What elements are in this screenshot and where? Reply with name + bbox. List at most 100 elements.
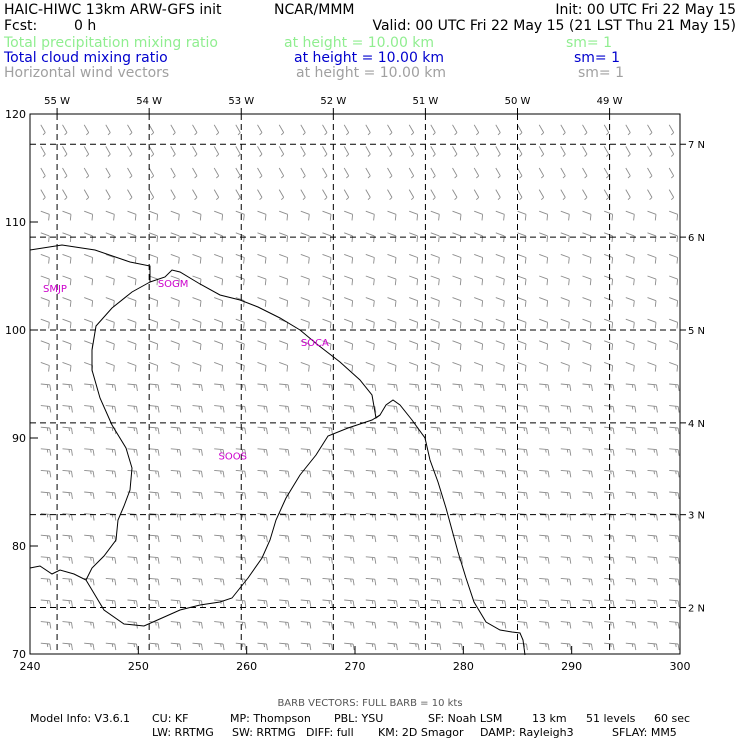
wind-barb	[235, 253, 245, 264]
lon-label: 52 W	[320, 96, 346, 107]
wind-barb	[149, 577, 160, 586]
wind-barb	[257, 642, 268, 651]
wind-barb	[257, 340, 267, 351]
wind-barb	[300, 210, 310, 221]
wind-barb	[409, 577, 420, 586]
wind-barb	[235, 426, 247, 435]
wind-barb	[192, 577, 203, 586]
wind-barb	[560, 297, 570, 307]
wind-barb	[582, 124, 588, 136]
wind-barb	[604, 340, 614, 351]
wind-barb	[430, 253, 440, 264]
diff-info: DIFF: full	[306, 726, 354, 739]
wind-barb	[257, 124, 263, 136]
wind-barb	[539, 491, 550, 499]
wind-barb	[430, 318, 440, 329]
lon-label: 51 W	[413, 96, 439, 107]
cu-info: CU: KF	[152, 712, 189, 725]
wind-barb	[344, 275, 354, 286]
wind-barb	[365, 599, 377, 607]
wind-barb	[408, 146, 415, 157]
wind-barb	[669, 599, 680, 607]
wind-barb	[582, 642, 593, 651]
wind-barb	[560, 210, 570, 221]
wind-barb	[495, 534, 507, 543]
wind-barb	[148, 167, 155, 179]
wind-barb	[539, 577, 550, 586]
sf-info: SF: Noah LSM	[428, 712, 503, 725]
wind-barb	[387, 405, 398, 413]
wind-barb	[300, 340, 310, 351]
wind-barb	[430, 340, 440, 351]
wind-barb	[214, 469, 225, 478]
wind-barb	[452, 448, 463, 456]
wind-barb	[279, 405, 290, 413]
resolution-info: 13 km	[532, 712, 567, 725]
wind-barb	[170, 426, 182, 435]
wind-barb	[343, 189, 350, 201]
field-precip-height: at height = 10.00 km	[284, 35, 435, 51]
wind-barb	[105, 577, 117, 586]
wind-barb	[582, 210, 592, 221]
wind-barb	[669, 534, 680, 543]
fcst-label: Fcst:	[4, 18, 38, 34]
wind-barb	[344, 491, 355, 499]
wind-barb	[408, 124, 415, 136]
wind-barb	[452, 599, 463, 607]
wind-barb	[344, 469, 355, 478]
wind-barb	[214, 361, 224, 372]
wind-barb	[300, 599, 312, 607]
wind-barb	[669, 297, 679, 307]
wind-barb	[495, 253, 505, 264]
wind-barb	[560, 426, 572, 435]
wind-barb	[647, 361, 657, 372]
wind-barb	[517, 599, 528, 607]
wind-barb	[105, 124, 111, 136]
wind-barb	[365, 577, 377, 586]
wind-barb	[149, 361, 159, 372]
damp-info: DAMP: Rayleigh3	[480, 726, 574, 739]
wind-barb	[149, 275, 159, 286]
wind-barb	[409, 642, 420, 651]
wind-barb	[257, 577, 268, 586]
wind-barb	[603, 146, 610, 157]
wind-barb	[365, 469, 377, 478]
wind-barb	[105, 146, 111, 157]
wind-barb	[539, 340, 549, 351]
wind-barb	[84, 556, 95, 564]
wind-barb	[625, 340, 635, 351]
wind-barb	[279, 469, 290, 478]
wind-barb	[235, 361, 245, 372]
wind-barb	[192, 167, 198, 179]
wind-barb	[365, 297, 375, 307]
wind-barb	[257, 361, 267, 372]
wind-barb	[192, 642, 203, 651]
wind-barb	[604, 491, 615, 499]
wind-barb	[495, 318, 505, 329]
wind-barb	[517, 340, 527, 351]
wind-barb	[560, 642, 572, 651]
wind-barb	[83, 167, 90, 179]
wind-barb	[409, 405, 420, 413]
wind-barb	[105, 491, 117, 499]
wind-barb	[105, 556, 117, 564]
wind-barb	[170, 383, 182, 391]
wind-barb	[452, 469, 463, 478]
wind-barb	[452, 318, 462, 329]
wind-barb	[430, 361, 440, 372]
wind-barb	[409, 318, 419, 329]
wind-barb	[669, 210, 679, 221]
wind-barb	[62, 577, 73, 586]
wind-barb	[430, 577, 442, 586]
wind-barb	[647, 275, 657, 286]
x-tick-label: 240	[20, 660, 41, 673]
wind-barb	[300, 189, 306, 201]
wind-barb	[278, 146, 285, 157]
wind-barb	[409, 275, 419, 286]
wind-barb	[235, 577, 247, 586]
wind-barb	[279, 577, 290, 586]
wind-barb	[668, 146, 675, 157]
wind-barb	[560, 124, 566, 136]
wind-barb	[495, 599, 507, 607]
wind-barb	[365, 491, 377, 499]
